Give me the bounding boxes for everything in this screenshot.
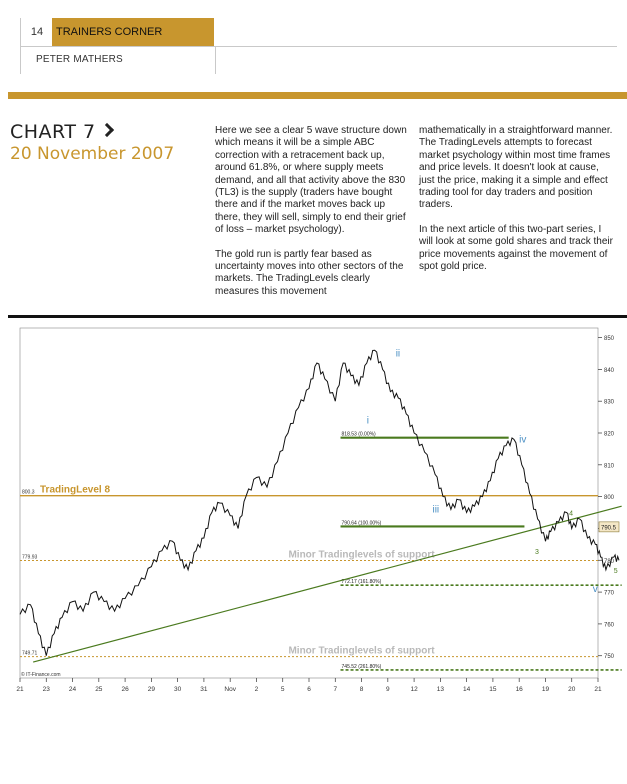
x-tick-label: 25	[95, 686, 103, 693]
fib-level-label: 772.17 (161.80%)	[342, 579, 382, 585]
article-column-1: Here we see a clear 5 wave structure dow…	[215, 125, 407, 310]
chart-heading-text: CHART 7	[10, 121, 96, 143]
page-number: 14	[20, 18, 53, 46]
trading-level-value: 800.3	[22, 490, 35, 496]
section-label: TRAINERS CORNER	[52, 18, 214, 46]
paragraph: In the next article of this two-part ser…	[419, 223, 613, 273]
wave-label: 4	[569, 511, 573, 518]
x-tick-label: 23	[43, 686, 51, 693]
x-tick-label: 21	[16, 686, 24, 693]
wave-label: v	[593, 584, 598, 595]
chart-date: 20 November 2007	[10, 144, 175, 164]
x-tick-label: 26	[121, 686, 129, 693]
x-tick-label: 20	[568, 686, 576, 693]
trendline	[32, 505, 622, 663]
chart-heading: CHART 7	[10, 121, 114, 143]
wave-label: iv	[519, 435, 526, 446]
x-tick-label: 5	[281, 686, 285, 693]
y-tick-label: 750	[604, 654, 615, 660]
x-tick-label: 12	[410, 686, 418, 693]
paragraph: Here we see a clear 5 wave structure dow…	[215, 125, 407, 236]
fib-level-label: 790.64 (100.00%)	[342, 520, 382, 526]
wave-label: i	[367, 415, 369, 426]
y-tick-label: 820	[604, 432, 615, 438]
fib-level-label: 818.53 (0.00%)	[342, 432, 377, 438]
y-tick-label: 780	[604, 559, 615, 565]
x-tick-label: 19	[542, 686, 550, 693]
plot-frame	[19, 327, 599, 679]
x-tick-label: 9	[386, 686, 390, 693]
x-tick-label: 30	[174, 686, 182, 693]
y-tick-label: 760	[604, 622, 615, 628]
trading-level-label: Minor Tradinglevels of support	[288, 646, 435, 657]
x-tick-label: 29	[148, 686, 156, 693]
wave-label: 5	[614, 568, 618, 575]
x-tick-label: 31	[200, 686, 208, 693]
trading-level-value: 749.71	[22, 651, 38, 657]
wave-label: ii	[396, 349, 400, 360]
y-tick-label: 800	[604, 495, 615, 501]
y-tick-label: 850	[604, 336, 615, 342]
fib-level-label: 745.52 (261.80%)	[342, 664, 382, 670]
article-column-2: mathematically in a straightforward mann…	[419, 125, 615, 285]
x-tick-label: 24	[69, 686, 77, 693]
trading-level-label: TradingLevel 8	[40, 485, 110, 496]
header-divider	[20, 46, 617, 47]
trading-level-value: 779.93	[22, 554, 38, 560]
x-tick-label: 7	[333, 686, 337, 693]
x-tick-label: 16	[516, 686, 524, 693]
price-series	[19, 349, 620, 656]
y-tick-label: 810	[604, 463, 615, 469]
x-tick-label: 13	[437, 686, 445, 693]
x-tick-label: 21	[594, 686, 602, 693]
y-tick-label: 830	[604, 400, 615, 406]
header-gold-bar	[8, 92, 627, 99]
x-tick-label: Nov	[224, 686, 236, 693]
source-label: © IT-Finance.com	[21, 671, 61, 678]
x-tick-label: 14	[463, 686, 471, 693]
x-tick-label: 15	[489, 686, 497, 693]
price-marker	[598, 521, 620, 533]
y-tick-label: 770	[604, 591, 615, 597]
paragraph: The gold run is partly fear based as unc…	[215, 248, 404, 297]
price-marker-label: 790.5	[601, 525, 617, 531]
gold-price-chart: 7507607707807908008108208308408502123242…	[16, 327, 622, 693]
wave-label: 3	[535, 549, 539, 556]
paragraph: mathematically in a straightforward mann…	[419, 125, 613, 211]
chevron-right-icon	[99, 122, 114, 138]
x-tick-label: 2	[255, 686, 259, 693]
x-tick-label: 8	[360, 686, 364, 693]
wave-label: iii	[432, 505, 439, 516]
author-name: PETER MATHERS	[36, 54, 123, 65]
x-tick-label: 6	[307, 686, 311, 693]
chart-top-rule	[8, 315, 627, 318]
author-frame	[20, 46, 216, 74]
y-tick-label: 840	[604, 368, 615, 374]
trading-level-label: Minor Tradinglevels of support	[288, 549, 435, 560]
